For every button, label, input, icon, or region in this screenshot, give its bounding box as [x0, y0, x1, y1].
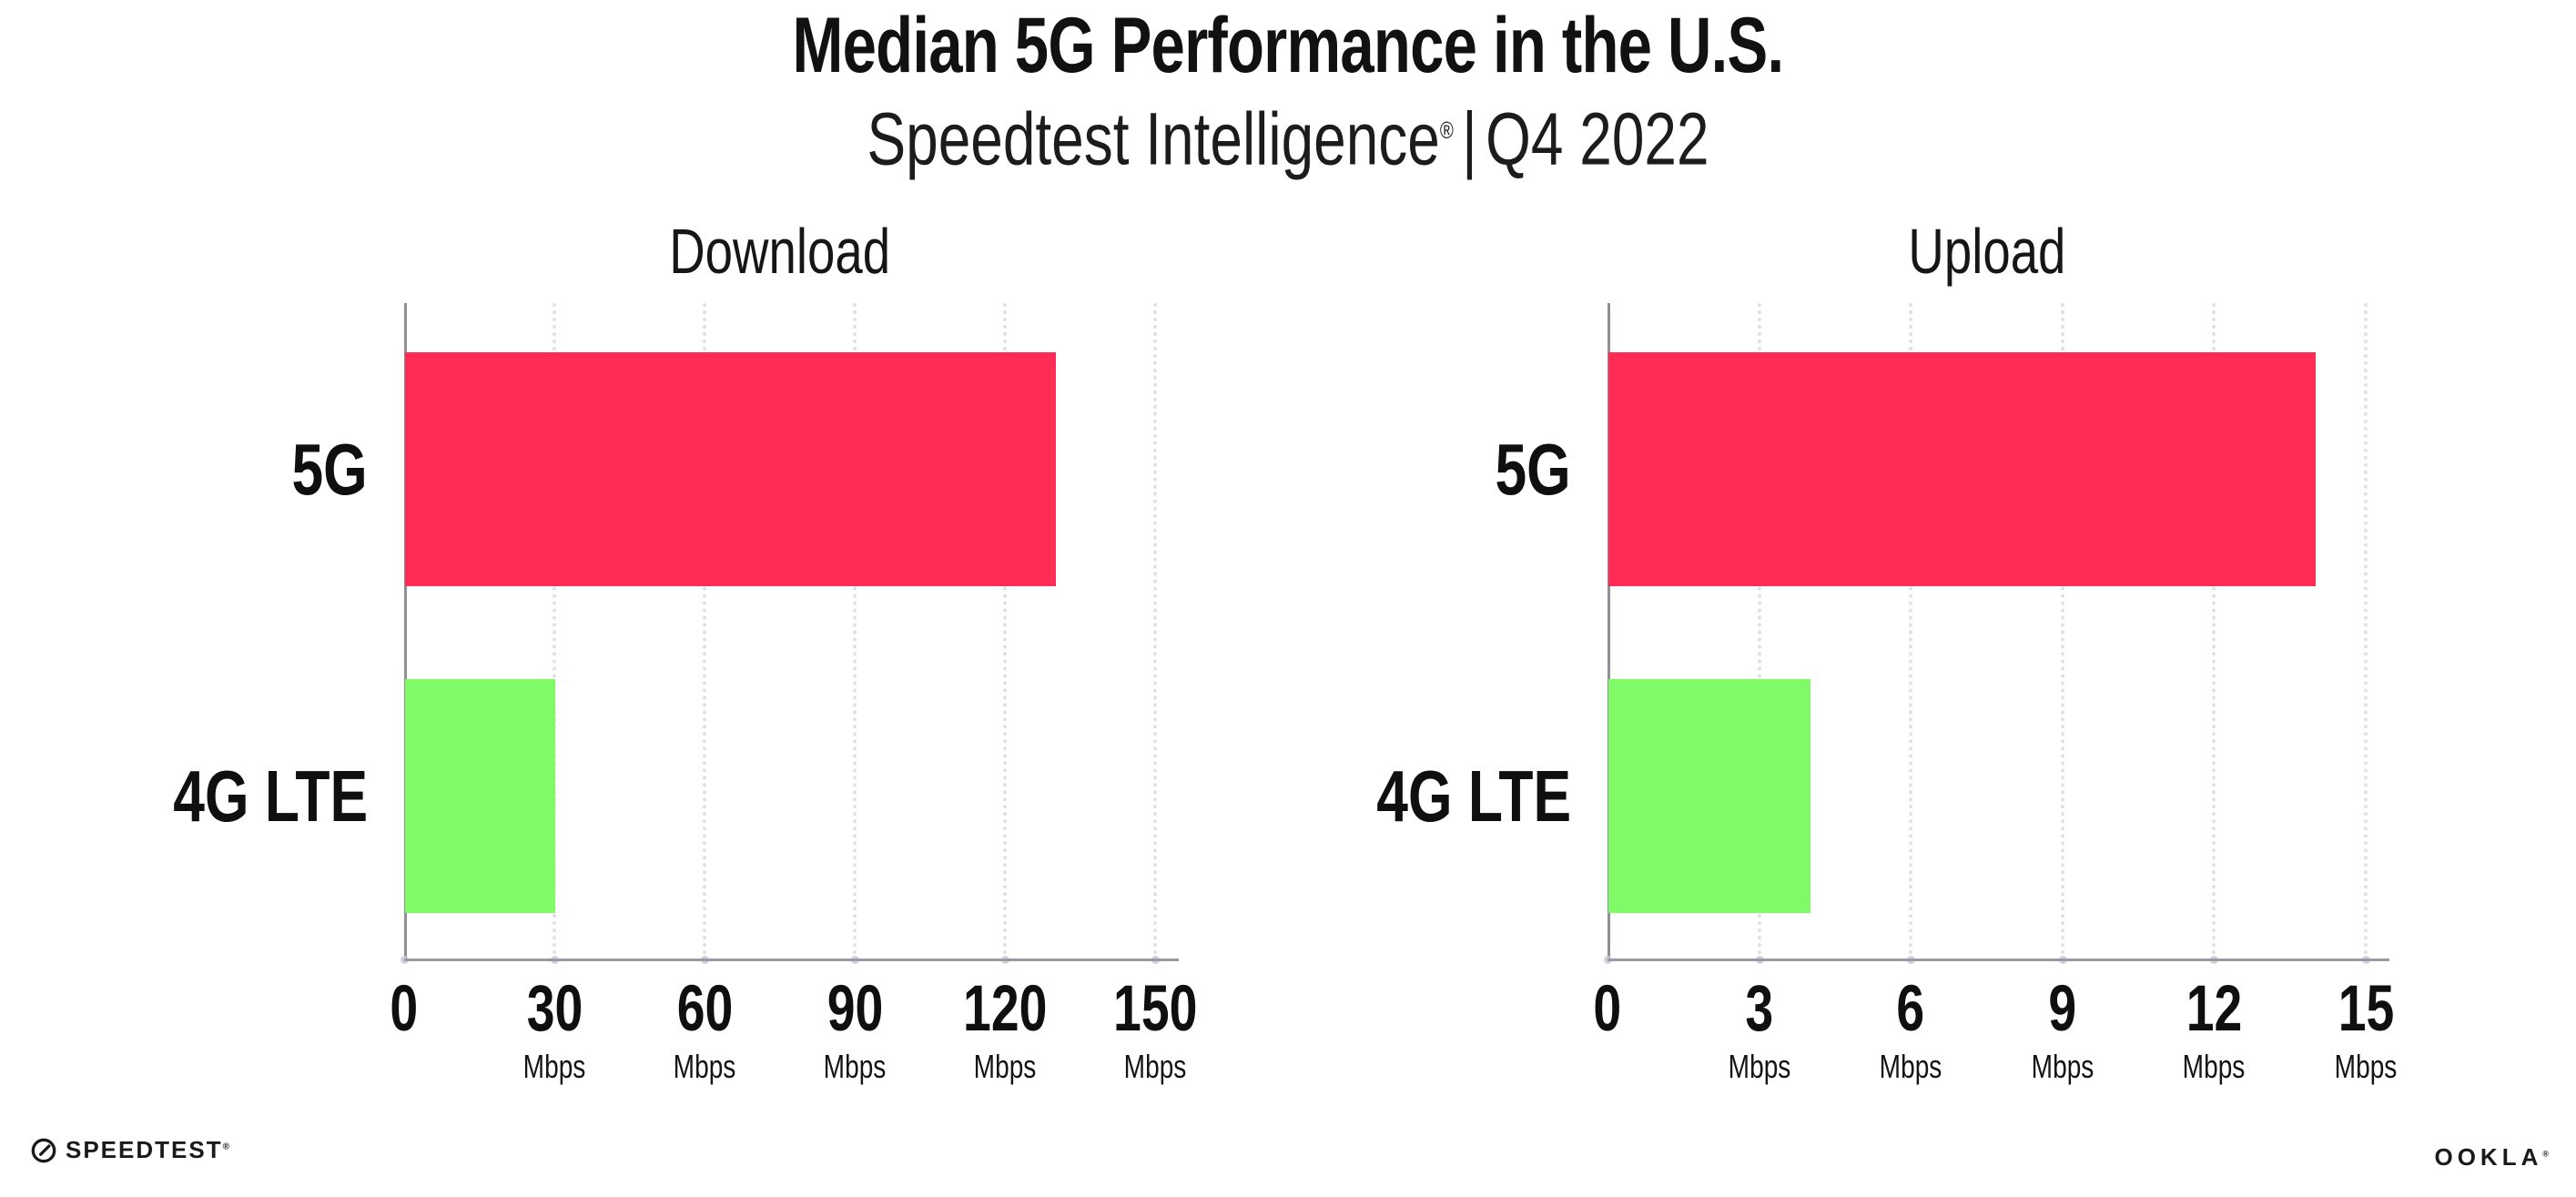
- tick-unit-text: Mbps: [2334, 1048, 2398, 1085]
- gridline-30: [553, 303, 556, 955]
- speedtest-registered-mark: ®: [222, 1141, 229, 1152]
- main-title-text: Median 5G Performance in the U.S.: [792, 2, 1785, 89]
- tick-unit-label: Mbps: [1678, 1048, 1841, 1086]
- bar-5g: [1608, 352, 2317, 586]
- tick-label-text: 9: [2048, 973, 2077, 1045]
- tick-unit-text: Mbps: [1879, 1048, 1942, 1085]
- gridline-120: [1003, 303, 1007, 955]
- tick-unit-label: Mbps: [773, 1048, 937, 1086]
- tick-label-text: 3: [1745, 973, 1773, 1045]
- subtitle-separator: |: [1462, 97, 1477, 181]
- main-title: Median 5G Performance in the U.S.: [0, 2, 2576, 89]
- category-label-4g-lte: 4G LTE: [1298, 755, 1571, 838]
- speedtest-wordmark: SPEEDTEST®: [66, 1136, 229, 1163]
- category-label-5g: 5G: [1298, 428, 1571, 512]
- tick-label-9: 9: [1981, 973, 2145, 1046]
- gridline-15: [2364, 303, 2368, 955]
- subtitle-period: Q4 2022: [1486, 97, 1709, 181]
- speedtest-gauge-icon: [31, 1138, 56, 1162]
- tick-label-text: 30: [526, 973, 583, 1045]
- tick-label-text: 60: [676, 973, 733, 1045]
- tick-label-text: 6: [1896, 973, 1925, 1045]
- upload-chart-title: Upload: [1907, 216, 2066, 287]
- tick-unit-text: Mbps: [1123, 1048, 1187, 1085]
- category-label-text: 4G LTE: [173, 755, 368, 837]
- tick-label-120: 120: [923, 973, 1087, 1046]
- upload-chart-plot: 5G 4G LTE 0 3 Mbps 6 Mbps 9 Mbps 12 Mbps 15 Mbps: [1376, 303, 2397, 1085]
- gridline-90: [853, 303, 857, 955]
- tick-unit-text: Mbps: [2183, 1048, 2246, 1085]
- tick-label-text: 150: [1112, 973, 1198, 1045]
- tick-label-60: 60: [623, 973, 786, 1046]
- tick-unit-text: Mbps: [673, 1048, 736, 1085]
- bar-4g-lte: [405, 679, 555, 913]
- tick-unit-label: Mbps: [1073, 1048, 1237, 1086]
- gridline-3: [1757, 303, 1761, 955]
- category-label-text: 5G: [1495, 428, 1571, 510]
- tick-unit-label: Mbps: [923, 1048, 1087, 1086]
- tick-unit-label: Mbps: [623, 1048, 786, 1086]
- tick-unit-text: Mbps: [522, 1048, 586, 1085]
- tick-unit-text: Mbps: [1728, 1048, 1790, 1085]
- category-label-4g-lte: 4G LTE: [95, 755, 368, 838]
- speedtest-logo: SPEEDTEST®: [30, 1136, 229, 1164]
- tick-unit-label: Mbps: [2284, 1048, 2448, 1086]
- ookla-wordmark: OOKLA: [2434, 1143, 2543, 1171]
- tick-label-text: 12: [2186, 973, 2243, 1045]
- gridline-12: [2212, 303, 2216, 955]
- tick-label-text: 15: [2338, 973, 2394, 1045]
- tick-label-0: 0: [1526, 973, 1689, 1046]
- subtitle-text: Speedtest Intelligence® | Q4 2022: [867, 86, 1709, 184]
- tick-unit-text: Mbps: [2031, 1048, 2094, 1085]
- registered-mark: ®: [1439, 117, 1454, 144]
- tick-label-30: 30: [472, 973, 636, 1046]
- tick-label-text: 120: [962, 973, 1048, 1045]
- gridline-6: [1909, 303, 1913, 955]
- tick-unit-label: Mbps: [472, 1048, 636, 1086]
- gridline-150: [1153, 303, 1157, 955]
- tick-label-text: 0: [390, 973, 419, 1045]
- y-axis-line: [1607, 303, 1610, 961]
- tick-unit-label: Mbps: [1981, 1048, 2145, 1086]
- gridline-60: [703, 303, 706, 955]
- download-chart-title: Download: [669, 216, 890, 287]
- tick-label-text: 90: [827, 973, 883, 1045]
- tick-label-3: 3: [1678, 973, 1841, 1046]
- bar-4g-lte: [1608, 679, 1811, 913]
- category-label-text: 4G LTE: [1376, 755, 1571, 837]
- tick-label-15: 15: [2284, 973, 2448, 1046]
- download-chart-plot: 5G 4G LTE 0 30 Mbps 60 Mbps 90 Mbps 120 Mbps 150 Mbp…: [173, 303, 1197, 1085]
- tick-unit-label: Mbps: [2132, 1048, 2296, 1086]
- x-axis-line: [1607, 959, 2389, 961]
- tick-label-0: 0: [322, 973, 486, 1046]
- x-axis-line: [404, 959, 1179, 961]
- tick-unit-label: Mbps: [1829, 1048, 1993, 1086]
- category-label-5g: 5G: [95, 428, 368, 512]
- gridline-9: [2060, 303, 2064, 955]
- tick-unit-text: Mbps: [823, 1048, 887, 1085]
- tick-label-6: 6: [1829, 973, 1993, 1046]
- category-label-text: 5G: [291, 428, 368, 510]
- ookla-registered-mark: ®: [2542, 1149, 2549, 1159]
- subtitle-brand: Speedtest Intelligence: [867, 97, 1440, 181]
- ookla-logo: OOKLA®: [2434, 1143, 2549, 1172]
- tick-label-12: 12: [2132, 973, 2296, 1046]
- y-axis-line: [404, 303, 407, 961]
- subtitle: Speedtest Intelligence® | Q4 2022: [0, 86, 2576, 184]
- tick-unit-text: Mbps: [973, 1048, 1037, 1085]
- bar-5g: [405, 352, 1056, 586]
- tick-label-90: 90: [773, 973, 937, 1046]
- tick-label-text: 0: [1593, 973, 1622, 1045]
- tick-label-150: 150: [1073, 973, 1237, 1046]
